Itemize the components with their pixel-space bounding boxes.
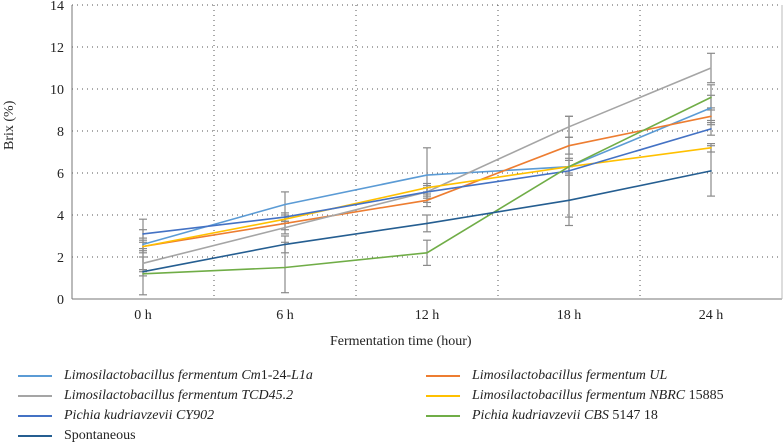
data-point xyxy=(710,170,712,172)
data-point xyxy=(426,174,428,176)
data-point xyxy=(710,96,712,99)
data-point xyxy=(142,243,144,246)
data-point xyxy=(142,245,144,248)
y-tick-label: 0 xyxy=(57,293,64,308)
data-point xyxy=(284,226,286,229)
data-point xyxy=(142,262,144,265)
data-point xyxy=(142,273,144,275)
data-point xyxy=(568,199,570,202)
x-tick-label: 12 h xyxy=(415,308,440,323)
data-point xyxy=(284,216,286,218)
y-tick-label: 14 xyxy=(50,0,64,14)
x-tick-label: 18 h xyxy=(557,308,582,323)
data-point xyxy=(710,67,712,69)
y-tick-label: 6 xyxy=(57,167,64,182)
x-axis-label: Fermentation time (hour) xyxy=(330,334,472,349)
y-tick-label: 2 xyxy=(57,251,64,266)
data-point xyxy=(284,218,286,220)
x-tick-label: 0 h xyxy=(134,308,152,323)
data-point xyxy=(284,243,286,246)
data-point xyxy=(426,186,428,189)
data-point xyxy=(284,203,286,206)
data-point xyxy=(426,252,428,254)
data-point xyxy=(284,266,286,269)
data-point xyxy=(142,270,144,273)
y-tick-label: 10 xyxy=(50,83,64,98)
y-axis-label: Brix (%) xyxy=(2,100,17,150)
y-tick-label: 4 xyxy=(57,209,64,224)
axes xyxy=(71,5,783,300)
data-point xyxy=(568,165,570,168)
data-point xyxy=(568,144,570,147)
data-point xyxy=(710,147,712,149)
data-point xyxy=(568,170,570,172)
data-point xyxy=(710,107,712,109)
x-tick-label: 6 h xyxy=(276,308,294,323)
data-point xyxy=(710,115,712,118)
data-point xyxy=(426,222,428,225)
y-tick-label: 12 xyxy=(50,41,64,56)
series-layer xyxy=(139,52,715,296)
data-point xyxy=(426,191,428,193)
data-point xyxy=(142,233,144,235)
x-tick-label: 24 h xyxy=(699,308,724,323)
data-point xyxy=(284,222,286,225)
y-tick-label: 8 xyxy=(57,125,64,140)
data-point xyxy=(426,199,428,202)
data-point xyxy=(710,128,712,130)
tick-labels: 0 2 4 6 8 10 12 14 0 h 6 h 12 h 18 h 24 h xyxy=(50,0,723,323)
data-point xyxy=(568,126,570,128)
